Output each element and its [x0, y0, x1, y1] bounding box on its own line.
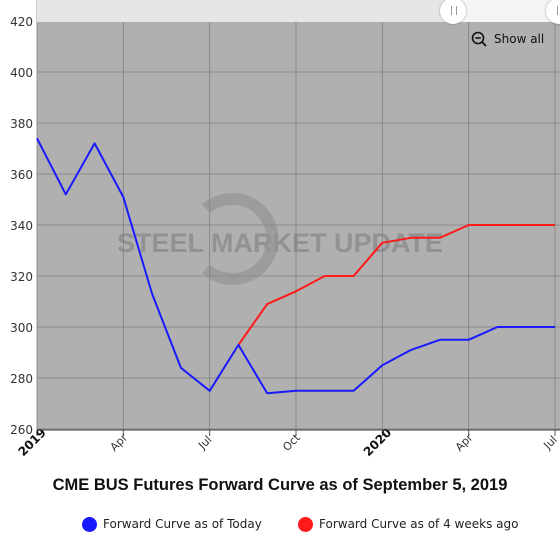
legend-swatch-4-weeks-ago — [298, 516, 313, 532]
x-axis: 2019 Apr Jul Oct 2020 Apr Jul — [15, 425, 560, 459]
series-line-today[interactable] — [36, 137, 555, 395]
legend-swatch-today — [82, 516, 97, 532]
x-tick-label: Jul — [541, 433, 560, 452]
y-tick-label: 320 — [10, 270, 33, 284]
y-tick-label: 340 — [10, 219, 33, 233]
chart-area: STEEL MARKET UPDATE 260 280 300 320 340 360 38… — [10, 0, 560, 459]
navigator-window[interactable] — [446, 0, 560, 22]
legend-item-4-weeks-ago[interactable]: Forward Curve as of 4 weeks ago — [298, 514, 518, 534]
y-tick-label: 360 — [10, 168, 33, 182]
y-tick-label: 300 — [10, 321, 33, 335]
watermark-logo: STEEL MARKET UPDATE — [117, 193, 443, 285]
show-all-button[interactable]: Show all — [471, 30, 544, 48]
y-tick-label: 420 — [10, 15, 33, 29]
y-tick-label: 280 — [10, 372, 33, 386]
legend-label-4-weeks-ago: Forward Curve as of 4 weeks ago — [319, 517, 519, 531]
chart-title: CME BUS Futures Forward Curve as of Sept… — [52, 476, 508, 494]
grid-lines — [36, 0, 560, 430]
plot-background — [37, 0, 560, 430]
x-tick-label: Apr — [108, 431, 131, 454]
navigator-track — [37, 0, 446, 22]
navigator-left-handle[interactable] — [440, 0, 466, 24]
legend-item-today[interactable]: Forward Curve as of Today — [82, 514, 262, 534]
x-tick-label: Oct — [280, 431, 303, 454]
navigator-bar[interactable] — [37, 0, 560, 24]
series-line-4-weeks-ago[interactable] — [237, 224, 555, 346]
navigator-right-handle[interactable] — [546, 0, 560, 24]
watermark-text: STEEL MARKET UPDATE — [117, 228, 443, 258]
y-axis: 260 280 300 320 340 360 380 400 420 — [10, 15, 33, 437]
y-tick-label: 380 — [10, 117, 33, 131]
y-tick-label: 400 — [10, 66, 33, 80]
x-tick-label: Jul — [195, 433, 214, 452]
legend-label-today: Forward Curve as of Today — [103, 517, 262, 531]
show-all-label: Show all — [494, 32, 545, 46]
y-tick-label: 260 — [10, 423, 33, 437]
zoom-out-icon — [471, 31, 487, 47]
x-tick-label: Apr — [453, 431, 476, 454]
series-layer — [36, 137, 555, 395]
